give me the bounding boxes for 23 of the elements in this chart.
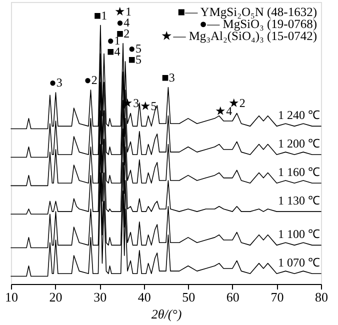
series-label: 1 160 ℃ (278, 165, 320, 180)
annotation: ★5 (140, 98, 157, 113)
x-tick-label: 50 (182, 290, 196, 304)
x-tick-label: 40 (138, 290, 151, 304)
x-tick-label: 10 (5, 290, 18, 304)
x-tick-label: 60 (226, 290, 240, 304)
annotation: ●2 (84, 72, 98, 87)
annotation: ■4 (107, 44, 120, 59)
series-label: 1 100 ℃ (278, 227, 320, 242)
annotation: ■1 (94, 8, 108, 22)
text: ■— YMgSi₂O₅N (48-1632) (178, 5, 317, 19)
annotation: ★4 (215, 104, 232, 118)
x-tick-label: 30 (94, 290, 107, 304)
x-axis-title: 2θ/(°) (151, 306, 182, 322)
annotation: ■3 (162, 70, 175, 84)
series-label: 1 240 ℃ (278, 108, 320, 122)
x-tick-label: 70 (270, 290, 284, 304)
series-label: 1 130 ℃ (278, 194, 320, 208)
series-label: 1 200 ℃ (278, 136, 320, 151)
annotation: ●3 (49, 76, 62, 90)
x-tick-label: 20 (49, 290, 62, 304)
series-label: 1 070 ℃ (278, 256, 320, 270)
x-tick-label: 80 (315, 290, 328, 304)
